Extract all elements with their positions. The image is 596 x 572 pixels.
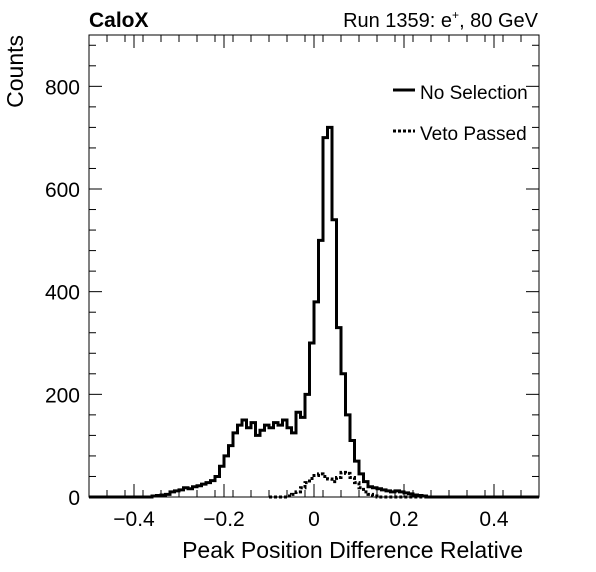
histogram-series	[89, 125, 539, 499]
experiment-label: CaloX	[89, 9, 149, 32]
series-no-selection-line	[89, 125, 539, 499]
x-tick-label: −0.4	[113, 508, 155, 531]
run-info-suffix: , 80 GeV	[459, 10, 539, 32]
y-axis-title: Counts	[2, 35, 28, 108]
x-tick-label: 0.4	[479, 508, 509, 531]
axis-ticks: −0.4 −0.2 0 0.2 0.4 0 200 400 600 800	[45, 35, 540, 531]
x-axis-title: Peak Position Difference Relative	[182, 537, 523, 563]
run-info-label: Run 1359: e+, 80 GeV	[343, 8, 539, 32]
legend: No Selection Veto Passed	[393, 83, 528, 145]
run-info-superscript: +	[452, 8, 459, 22]
y-tick-label: 400	[45, 282, 80, 305]
legend-label-no-selection: No Selection	[420, 83, 528, 104]
y-tick-label: 0	[68, 487, 80, 510]
y-tick-label: 600	[45, 179, 80, 202]
plot-frame	[88, 34, 540, 498]
legend-label-veto-passed: Veto Passed	[420, 124, 527, 145]
x-tick-label: 0.2	[389, 508, 418, 531]
y-tick-label: 200	[45, 384, 80, 407]
series-veto-passed-line	[269, 470, 449, 499]
x-tick-label: −0.2	[203, 508, 244, 531]
x-tick-label: 0	[308, 508, 320, 531]
y-tick-label: 800	[45, 76, 80, 99]
run-info-prefix: Run 1359: e	[343, 10, 452, 32]
